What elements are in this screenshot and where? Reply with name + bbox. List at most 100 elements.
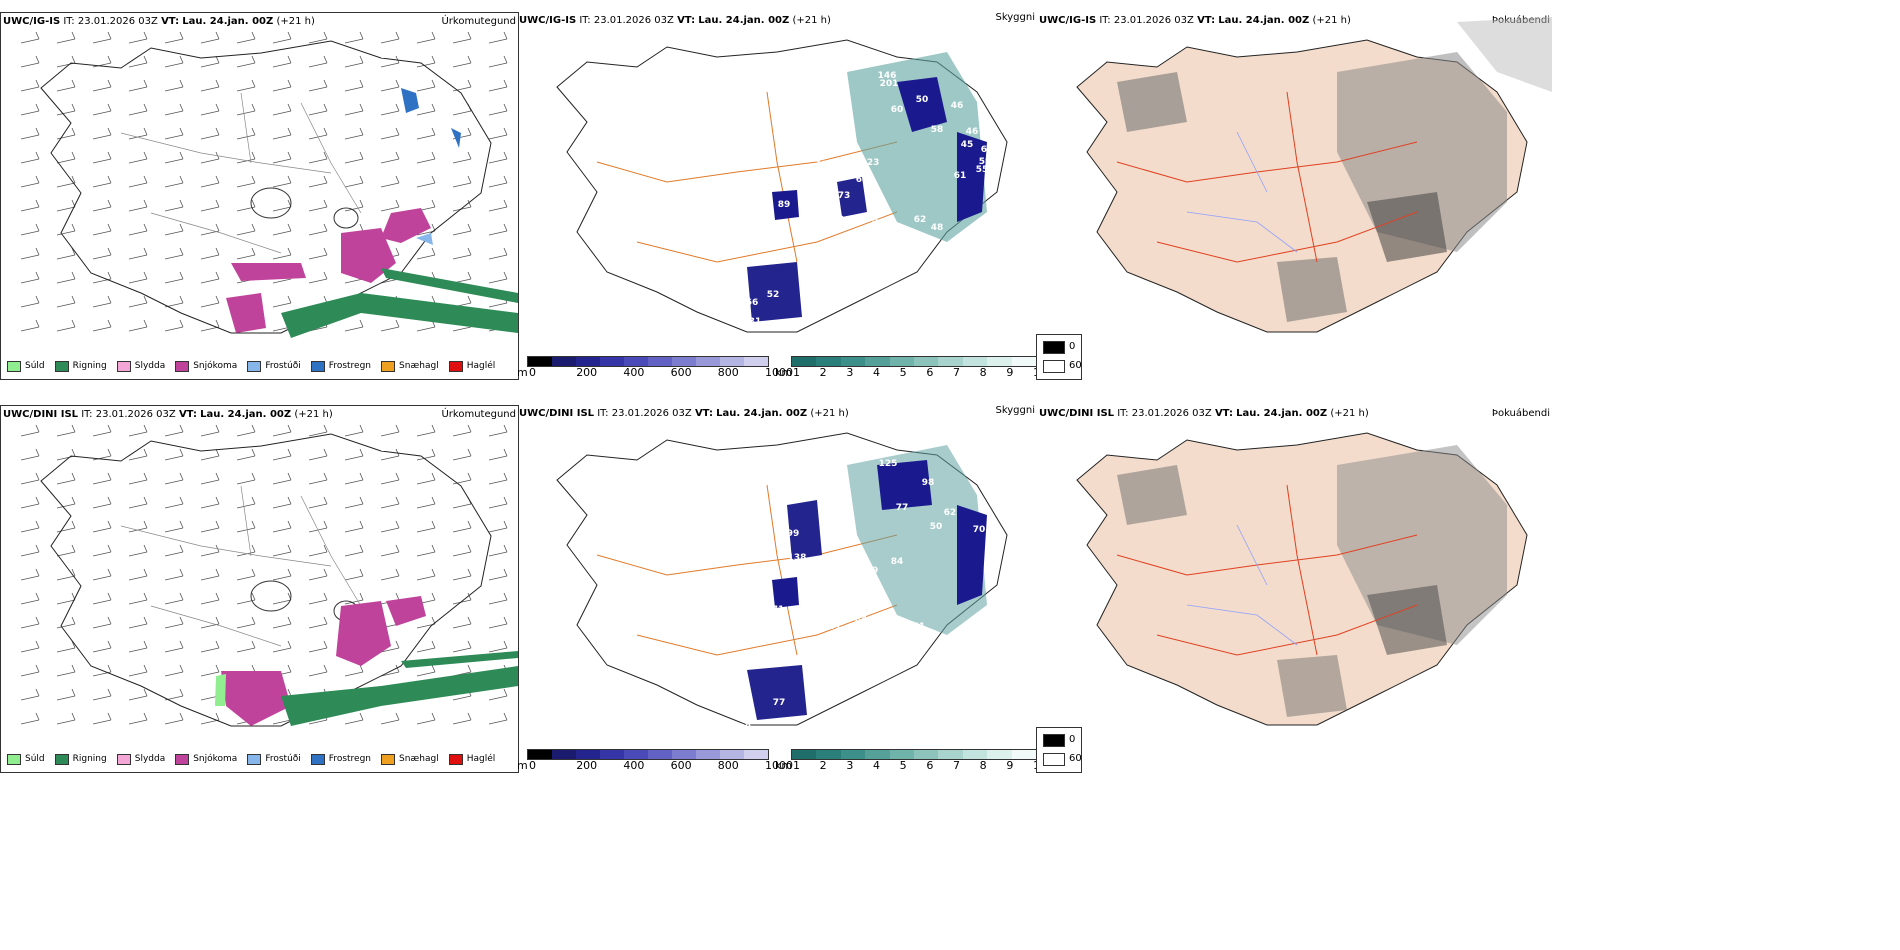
wind-barb: [164, 424, 184, 437]
wind-barb: [416, 55, 436, 68]
visibility-label: 83: [639, 67, 652, 77]
legend-item: Snæhagl: [381, 753, 439, 765]
wind-barb: [452, 55, 472, 68]
wind-barb: [344, 79, 364, 92]
wind-barb: [164, 79, 184, 92]
colorbar-tick: 200: [576, 366, 598, 378]
wind-barb: [128, 103, 148, 116]
wind-barb: [200, 175, 220, 188]
wind-barb: [20, 151, 40, 164]
wind-barb: [56, 271, 76, 284]
wind-barb: [20, 223, 40, 236]
visibility-label: 55: [976, 165, 989, 175]
wind-barb: [200, 472, 220, 485]
wind-barb: [128, 448, 148, 461]
wind-barb: [452, 544, 472, 557]
legend-item: Rigning: [54, 360, 107, 372]
legend-label: Rigning: [72, 754, 107, 764]
visibility-label: 146: [878, 71, 897, 81]
wind-barb: [380, 472, 400, 485]
precip-map: [20, 424, 518, 727]
wind-barb: [344, 496, 364, 509]
wind-barb: [236, 175, 256, 188]
wind-barb: [128, 223, 148, 236]
legend-swatch: [247, 360, 262, 372]
wind-barb: [488, 31, 508, 44]
visibility-label: 61: [913, 622, 926, 632]
wind-barb: [416, 247, 436, 260]
wind-barb: [56, 496, 76, 509]
visibility-panel-top: UWC/IG-IS IT: 23.01.2026 03Z VT: Lau. 24…: [517, 12, 1037, 378]
wind-barb: [380, 151, 400, 164]
wind-barb: [488, 175, 508, 188]
wind-barb: [200, 640, 220, 653]
precip-areas: [215, 596, 518, 726]
legend-item: Frostregn: [310, 753, 371, 765]
fog-panel-top: UWC/IG-IS IT: 23.01.2026 03Z VT: Lau. 24…: [1037, 12, 1552, 378]
panel-header: UWC/IG-IS IT: 23.01.2026 03Z VT: Lau. 24…: [1039, 15, 1351, 26]
wind-barb: [344, 568, 364, 581]
visibility-label: 99: [866, 566, 879, 576]
wind-barb: [20, 55, 40, 68]
wind-barb: [92, 175, 112, 188]
wind-barb: [344, 520, 364, 533]
wind-barb: [236, 568, 256, 581]
wind-barb: [92, 223, 112, 236]
visibility-label: 83: [856, 582, 869, 592]
wind-barb: [92, 319, 112, 332]
legend-swatch: [116, 753, 131, 765]
wind-barb: [56, 424, 76, 437]
wind-barb: [344, 448, 364, 461]
legend-label: Rigning: [72, 361, 107, 371]
wind-barb: [56, 319, 76, 332]
wind-barb: [488, 472, 508, 485]
wind-barb: [272, 448, 292, 461]
wind-barb: [272, 544, 292, 557]
visibility-label: 151: [823, 622, 842, 632]
wind-barb: [308, 568, 328, 581]
wind-barb: [128, 712, 148, 725]
wind-barb: [128, 319, 148, 332]
wind-barb: [488, 712, 508, 725]
wind-barb: [272, 295, 292, 308]
colorbar-tick: 400: [623, 759, 645, 771]
wind-barb: [272, 223, 292, 236]
wind-barb: [92, 79, 112, 92]
wind-barb: [200, 79, 220, 92]
wind-barb: [416, 664, 436, 677]
wind-barb: [272, 592, 292, 605]
wind-barb: [236, 247, 256, 260]
visibility-label: 43: [863, 675, 876, 685]
wind-barb: [56, 223, 76, 236]
wind-barb: [92, 151, 112, 164]
colorbar-tick: 4: [873, 759, 880, 771]
wind-barb: [308, 640, 328, 653]
precip-legend: Súld Rigning Slydda Snjókoma Frostúði Frostre…: [1, 355, 518, 377]
wind-barb: [416, 31, 436, 44]
wind-barb: [380, 103, 400, 116]
wind-barb: [20, 496, 40, 509]
colorbar-tick: 600: [670, 759, 692, 771]
legend-item: Rigning: [54, 753, 107, 765]
visibility-label: 77: [896, 503, 909, 513]
wind-barb: [20, 616, 40, 629]
wind-barb: [200, 271, 220, 284]
colorbar-tick: 5: [899, 759, 907, 771]
colorbar-tick: 2: [819, 366, 827, 378]
wind-barb: [308, 544, 328, 557]
wind-barb: [20, 688, 40, 701]
colorbar-tick: 3: [846, 759, 854, 771]
wind-barb: [380, 55, 400, 68]
wind-barb: [20, 319, 40, 332]
wind-barb: [272, 55, 292, 68]
colorbar-tick: 3: [846, 366, 854, 378]
visibility-label: 90: [738, 708, 751, 718]
panel-title: Þokuábendi: [1491, 408, 1550, 419]
wind-barb: [200, 520, 220, 533]
wind-barb: [488, 271, 508, 284]
visibility-label: 50: [930, 522, 943, 532]
wind-barb: [236, 448, 256, 461]
wind-barb: [308, 448, 328, 461]
wind-barb: [308, 31, 328, 44]
visibility-label: 50: [900, 636, 913, 646]
